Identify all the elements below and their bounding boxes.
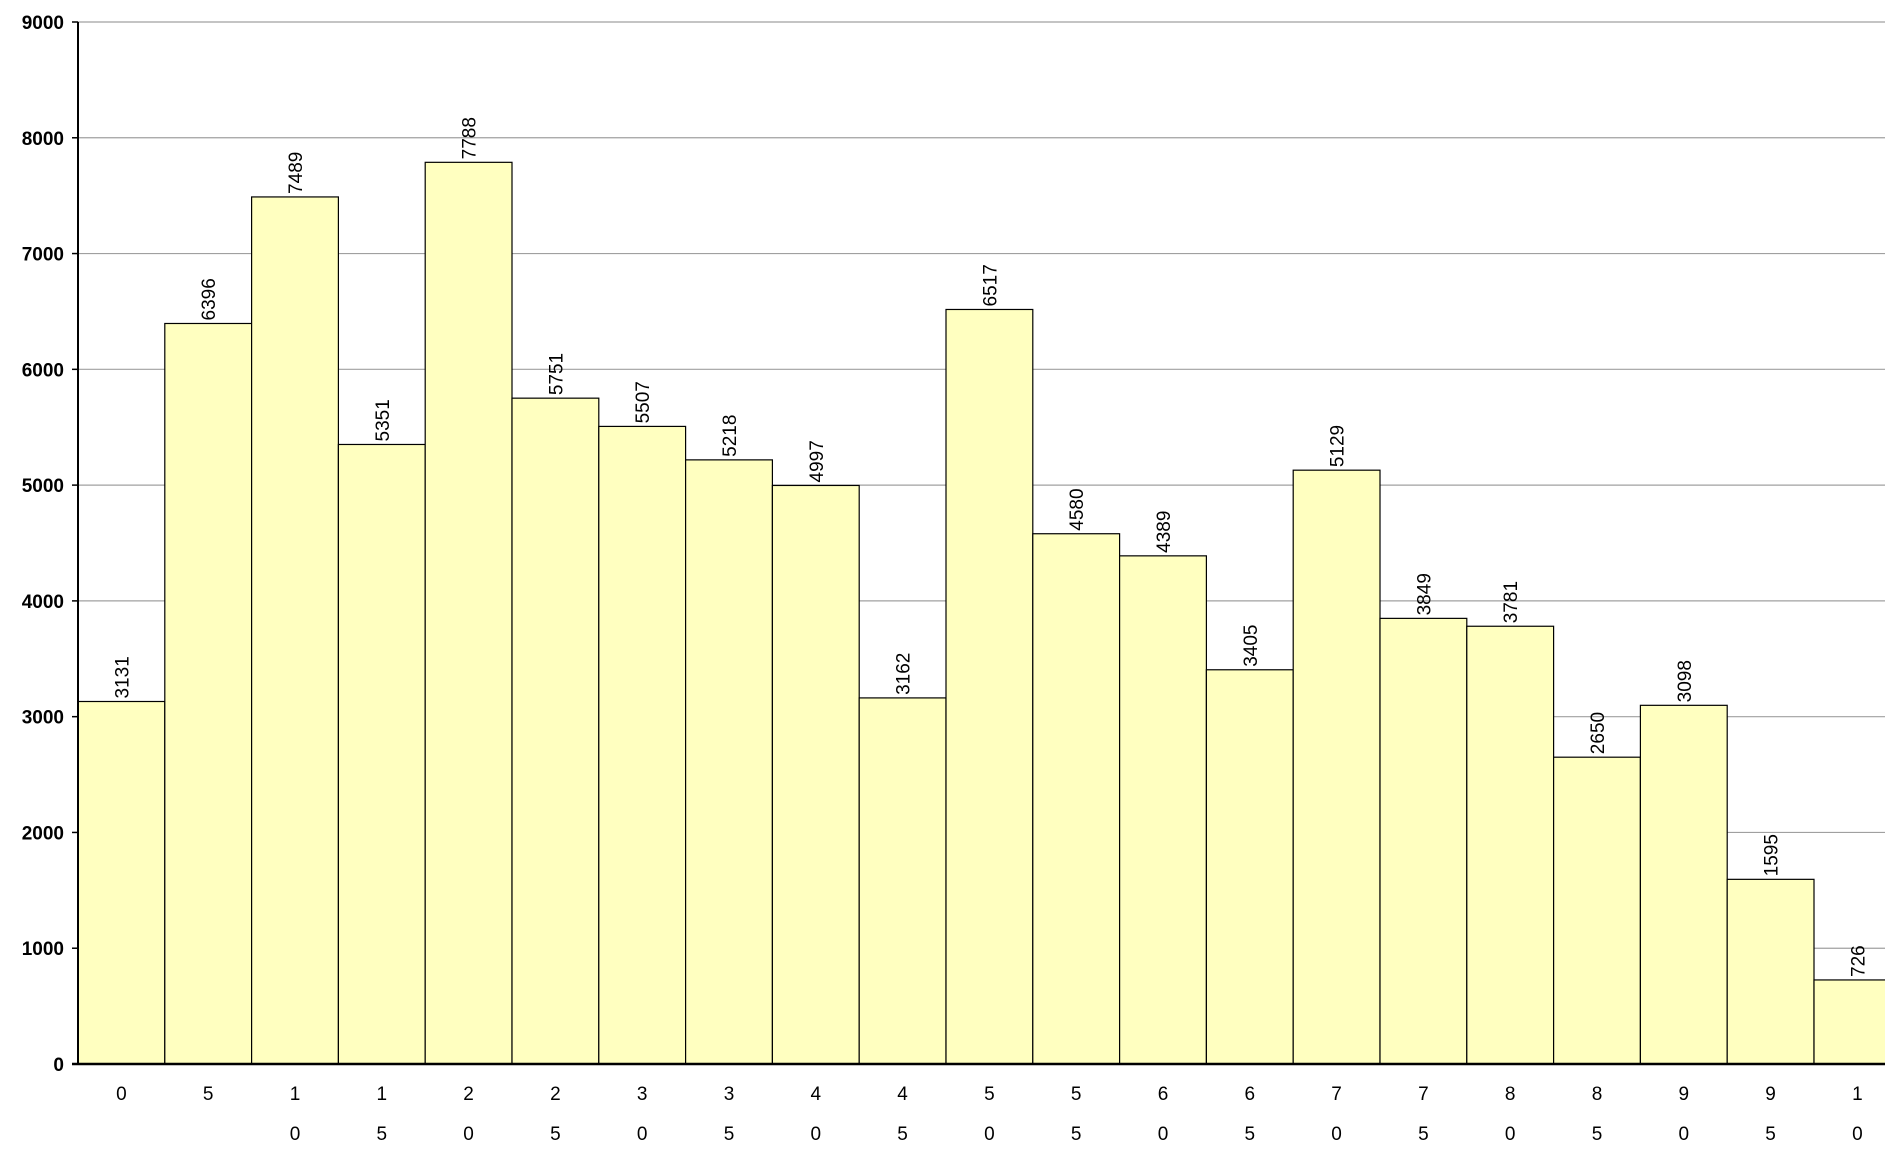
data-label: 6396 [199,278,220,320]
data-label: 7489 [286,152,307,194]
x-tick-label: 0 [116,1084,127,1105]
data-label: 7788 [460,117,481,159]
y-tick-label: 6000 [22,360,64,381]
y-tick-label: 1000 [22,939,64,960]
y-tick-label: 0 [53,1055,64,1076]
data-label: 3131 [112,656,133,698]
y-axis-tick-labels: 0 1000 2000 3000 4000 5000 6000 7000 8000 9000 [22,13,64,1076]
bar [1205,669,1294,1065]
bar [1639,704,1728,1065]
data-label: 3405 [1241,624,1262,666]
data-label: 5129 [1328,425,1349,467]
y-tick-label: 7000 [22,245,64,266]
data-label: 5507 [633,381,654,423]
bar [771,484,860,1065]
data-label: 3849 [1414,573,1435,615]
y-tick-label: 5000 [22,476,64,497]
data-label: 4997 [807,440,828,482]
data-label: 726 [1848,945,1869,977]
x-tick-label: 100 [1852,1084,1863,1164]
y-tick-label: 2000 [22,823,64,844]
data-label: 6517 [980,264,1001,306]
bar [1466,625,1555,1065]
bar [77,700,166,1065]
bar [1032,533,1121,1065]
data-label: 3098 [1675,660,1696,702]
bar [337,443,426,1065]
bar [424,161,513,1065]
x-axis-tick-labels: 0 5 1 0 1 5 2 0 2 5 3 0 3 5 4 0 4 5 5 0 5 5 6 0 6 5 7 0 7 5 8 0 8 5 9 0 9 5 1 0… [116,1084,1863,1169]
data-label: 2650 [1588,712,1609,754]
bars [77,161,1885,1065]
data-labels: 3131 6396 7489 5351 7788 5751 5507 5218 4997 3162… [112,117,1869,977]
data-label: 4580 [1067,488,1088,530]
data-label: 4389 [1154,511,1175,553]
bar [1292,469,1381,1065]
bar [1726,878,1815,1065]
data-label: 5218 [720,415,741,457]
bar [1379,617,1468,1065]
bar [858,697,947,1065]
data-label: 5351 [373,399,394,441]
bar [251,196,340,1065]
data-label: 3781 [1501,581,1522,623]
bar [164,322,253,1065]
y-tick-label: 4000 [22,592,64,613]
axes [72,21,1885,1066]
bar [511,397,600,1065]
bar [945,308,1034,1065]
bar [1118,555,1207,1065]
bar [684,459,773,1065]
x-tick-label: 5 [203,1084,214,1105]
y-tick-label: 8000 [22,129,64,150]
data-label: 5751 [546,353,567,395]
bar [598,425,687,1065]
data-label: 3162 [894,653,915,695]
bar [1552,756,1641,1065]
y-tick-label: 9000 [22,13,64,34]
bar [1813,979,1885,1065]
y-tick-label: 3000 [22,708,64,729]
data-label: 1595 [1762,834,1783,876]
